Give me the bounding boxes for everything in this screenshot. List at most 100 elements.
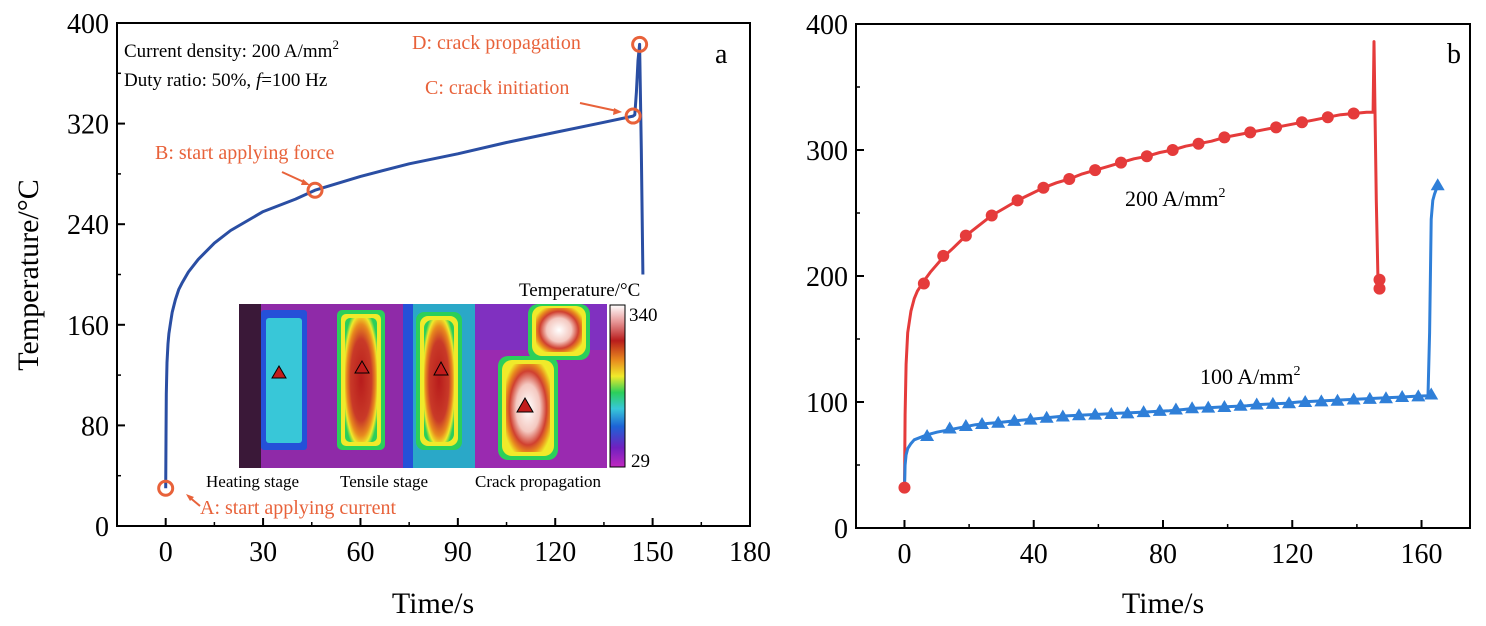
series-marker-1: [1071, 408, 1086, 421]
series-marker-1: [1378, 391, 1393, 404]
series-marker-1: [1120, 406, 1135, 419]
panel-b-series: [903, 40, 1440, 488]
series-marker-1: [1265, 396, 1280, 409]
series-marker-0: [1373, 282, 1386, 295]
x-tick-label: 180: [729, 537, 771, 568]
series-marker-1: [1282, 396, 1297, 409]
series-marker-0: [1244, 126, 1257, 139]
y-tick-label: 80: [81, 411, 109, 442]
panel-a-letter: a: [715, 39, 728, 70]
series-marker-0: [1166, 144, 1179, 156]
series-marker-0: [937, 249, 950, 262]
info-current-density-sup: 2: [332, 37, 339, 52]
annotation-c-arrow: [579, 102, 618, 112]
series-marker-1: [991, 415, 1006, 428]
series-marker-1: [1314, 394, 1329, 407]
point-marker: [157, 479, 175, 497]
series-marker-1: [1411, 389, 1426, 402]
info-current-density: Current density: 200 A/mm2: [124, 37, 339, 62]
thermal-image-tensile-1: [320, 304, 403, 468]
colorbar-max: 340: [629, 305, 658, 326]
x-tick-label: 30: [249, 537, 277, 568]
y-tick-label: 400: [67, 9, 109, 40]
series-marker-1: [1217, 400, 1232, 413]
y-tick-label: 200: [806, 262, 848, 293]
colorbar-min: 29: [631, 451, 650, 472]
panel-a-xlabel: Time/s: [392, 587, 474, 620]
y-tick-label: 240: [67, 210, 109, 241]
y-tick-label: 160: [67, 311, 109, 342]
series-marker-1: [958, 418, 973, 431]
series-marker-1: [1185, 401, 1200, 414]
point-marker: [306, 181, 324, 199]
series-marker-0: [1192, 137, 1205, 150]
series-label-100-sup: 2: [1294, 364, 1301, 379]
series-marker-1: [1233, 398, 1248, 411]
series-marker-1: [942, 421, 957, 434]
series-marker-0: [959, 229, 972, 242]
series-marker-0: [898, 481, 911, 494]
series-marker-1: [1362, 391, 1377, 404]
panel-b-letter: b: [1447, 39, 1461, 70]
series-marker-1: [1330, 393, 1345, 406]
stage-label-crack: Crack propagation: [475, 472, 602, 491]
series-marker-1: [1424, 387, 1439, 400]
panel-a-series: [164, 42, 645, 489]
info-current-density-text: Current density: 200 A/mm: [124, 41, 333, 62]
y-tick-label: 320: [67, 110, 109, 141]
stage-label-heating: Heating stage: [206, 472, 299, 491]
stage-label-tensile: Tensile stage: [340, 472, 428, 491]
series-marker-0: [1063, 172, 1076, 185]
x-tick-label: 60: [346, 537, 374, 568]
series-marker-0: [1089, 164, 1102, 177]
info-duty-ratio-text: Duty ratio: 50%,: [124, 70, 256, 91]
series-marker-0: [1037, 181, 1050, 194]
series-marker-1: [1346, 392, 1361, 405]
y-tick-label: 100: [806, 388, 848, 419]
info-frequency-symbol: f: [256, 70, 264, 91]
x-tick-label: 160: [1401, 539, 1443, 570]
point-marker: [631, 35, 649, 53]
series-label-200-text: 200 A/mm: [1125, 186, 1219, 211]
panel-a-ticks: [117, 22, 751, 527]
point-marker: [624, 107, 642, 125]
series-marker-0: [1011, 194, 1024, 207]
series-marker-1: [1201, 400, 1216, 413]
series-marker-1: [1088, 407, 1103, 420]
panel-b-ticks: [856, 23, 1423, 529]
series-marker-1: [920, 429, 935, 442]
panel-b-tick-labels: 0 40 80 120 160 0 100 200 300 400: [806, 10, 1443, 570]
series-marker-1: [1395, 389, 1410, 402]
series-marker-0: [1295, 116, 1308, 129]
x-tick-label: 90: [444, 537, 472, 568]
series-label-100-text: 100 A/mm: [1200, 364, 1294, 389]
series-label-200-sup: 2: [1219, 186, 1226, 201]
thermal-image-heating: [239, 304, 320, 468]
series-label-200: 200 A/mm2: [1125, 186, 1226, 211]
colorbar: [609, 304, 626, 468]
series-marker-0: [1140, 150, 1153, 163]
x-tick-label: 120: [534, 537, 576, 568]
series-marker-1: [1055, 409, 1070, 422]
panel-a-ylabel: Temperature/°C: [12, 179, 45, 370]
info-frequency-value: =100 Hz: [261, 70, 327, 91]
colorbar-title: Temperature/°C: [519, 280, 640, 301]
x-tick-label: 40: [1020, 539, 1048, 570]
series-marker-0: [1270, 121, 1283, 134]
x-tick-label: 0: [897, 539, 911, 570]
series-marker-1: [1249, 397, 1264, 410]
series-marker-1: [1104, 406, 1119, 419]
y-tick-label: 300: [806, 136, 848, 167]
series-marker-0: [1321, 111, 1334, 124]
thermal-image-tensile-2: [403, 304, 475, 468]
x-tick-label: 80: [1149, 539, 1177, 570]
y-tick-label: 0: [95, 512, 109, 543]
panel-b-xlabel: Time/s: [1122, 587, 1204, 620]
panel-b-markers: [898, 107, 1445, 494]
series-marker-0: [917, 277, 930, 290]
series-marker-1: [1168, 402, 1183, 415]
x-tick-label: 120: [1271, 539, 1313, 570]
series-marker-0: [1114, 156, 1127, 169]
annotation-b-arrow: [281, 171, 307, 184]
thermal-inset: Temperature/°C 340 29 Heating stage Tens…: [206, 280, 658, 491]
